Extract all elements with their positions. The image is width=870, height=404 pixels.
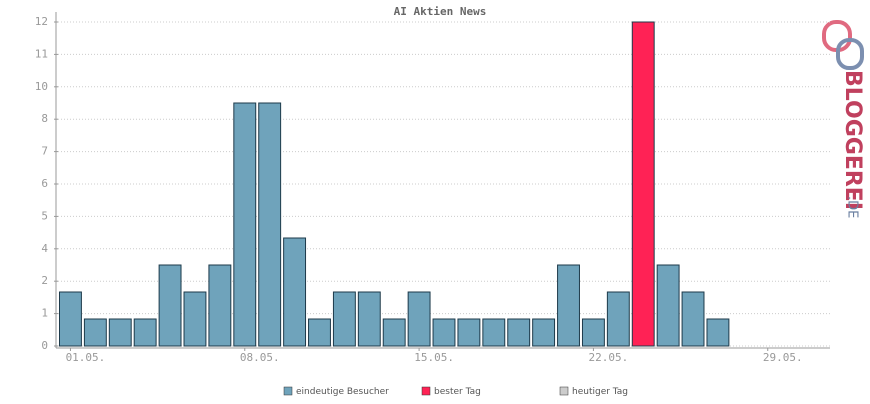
y-tick-label: 6 [41,177,48,190]
bar [357,291,381,347]
x-tick-label: 29.05. [763,351,803,364]
legend-label: heutiger Tag [572,387,628,397]
bar [656,264,680,347]
x-tick-label: 01.05. [66,351,106,364]
bar [158,264,182,347]
x-tick-label: 08.05. [240,351,280,364]
bar [557,264,580,347]
bar [208,264,232,347]
bar [108,318,132,347]
bar [457,318,481,347]
y-tick-label: 8 [41,112,48,125]
legend-swatch [421,386,431,396]
legend-swatch [559,386,569,396]
bar [581,318,605,347]
legend-label: bester Tag [434,387,481,397]
y-tick-label: 2 [41,274,48,287]
logo-icon [822,20,864,70]
bar [482,318,506,347]
bar [258,102,282,347]
logo-text: BLOGGEREI [840,70,865,210]
y-tick-label: 1 [41,307,48,320]
x-tick-label: 15.05. [414,351,454,364]
y-tick-label: 5 [41,209,48,222]
bar [59,291,82,347]
bar [382,318,406,347]
chart-title: AI Aktien News [394,5,487,18]
bar [706,318,730,347]
logo: BLOGGEREI .DE [840,70,865,218]
bar [507,318,531,347]
bar [332,291,356,347]
bar [308,318,331,347]
bar [606,291,630,347]
bar [631,21,655,347]
y-tick-label: 0 [41,339,48,352]
bar [133,318,157,347]
bar [432,318,456,347]
y-tick-label: 7 [41,145,48,158]
logo-suffix: .DE [845,196,860,218]
bar [283,237,307,347]
bar [532,318,556,347]
y-tick-label: 10 [35,80,48,93]
bar [681,291,705,347]
bar [183,291,207,347]
legend-swatch [283,386,293,396]
y-tick-label: 4 [41,242,48,255]
y-tick-label: 11 [35,47,48,60]
bar [83,318,107,347]
y-tick-label: 12 [35,15,48,28]
bar [233,102,257,347]
legend-label: eindeutige Besucher [296,387,389,397]
x-tick-label: 22.05. [589,351,629,364]
bar [407,291,431,347]
